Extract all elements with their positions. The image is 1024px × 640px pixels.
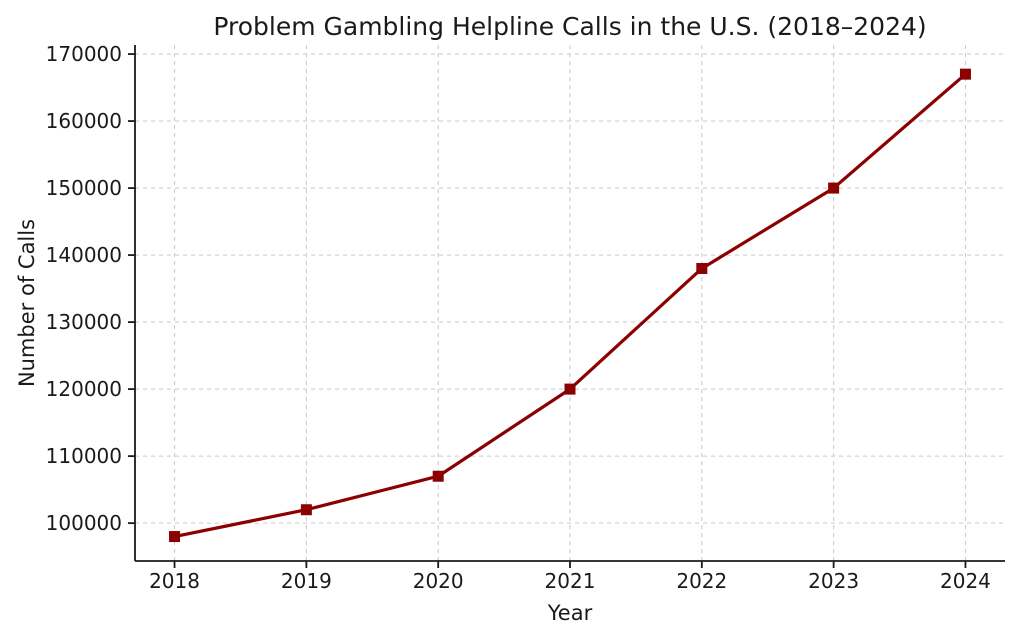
y-tick-label: 160000 xyxy=(46,109,122,133)
data-point-marker xyxy=(564,383,576,395)
data-point-marker xyxy=(169,531,181,543)
y-tick-label: 170000 xyxy=(46,42,122,66)
x-axis-label: Year xyxy=(547,601,593,625)
y-tick-label: 100000 xyxy=(46,511,122,535)
y-tick-label: 120000 xyxy=(46,377,122,401)
data-point-marker xyxy=(300,504,312,516)
x-tick-label: 2022 xyxy=(676,569,727,593)
data-point-marker xyxy=(696,262,708,274)
y-tick-label: 140000 xyxy=(46,243,122,267)
data-point-marker xyxy=(959,68,971,80)
y-tick-label: 130000 xyxy=(46,310,122,334)
x-tick-label: 2023 xyxy=(808,569,859,593)
chart-title: Problem Gambling Helpline Calls in the U… xyxy=(213,12,927,41)
x-tick-label: 2021 xyxy=(545,569,596,593)
x-tick-label: 2024 xyxy=(940,569,991,593)
y-tick-label: 150000 xyxy=(46,176,122,200)
x-tick-label: 2020 xyxy=(413,569,464,593)
x-tick-label: 2019 xyxy=(281,569,332,593)
x-tick-label: 2018 xyxy=(149,569,200,593)
data-point-marker xyxy=(432,470,444,482)
data-point-marker xyxy=(828,182,840,194)
y-tick-label: 110000 xyxy=(46,444,122,468)
